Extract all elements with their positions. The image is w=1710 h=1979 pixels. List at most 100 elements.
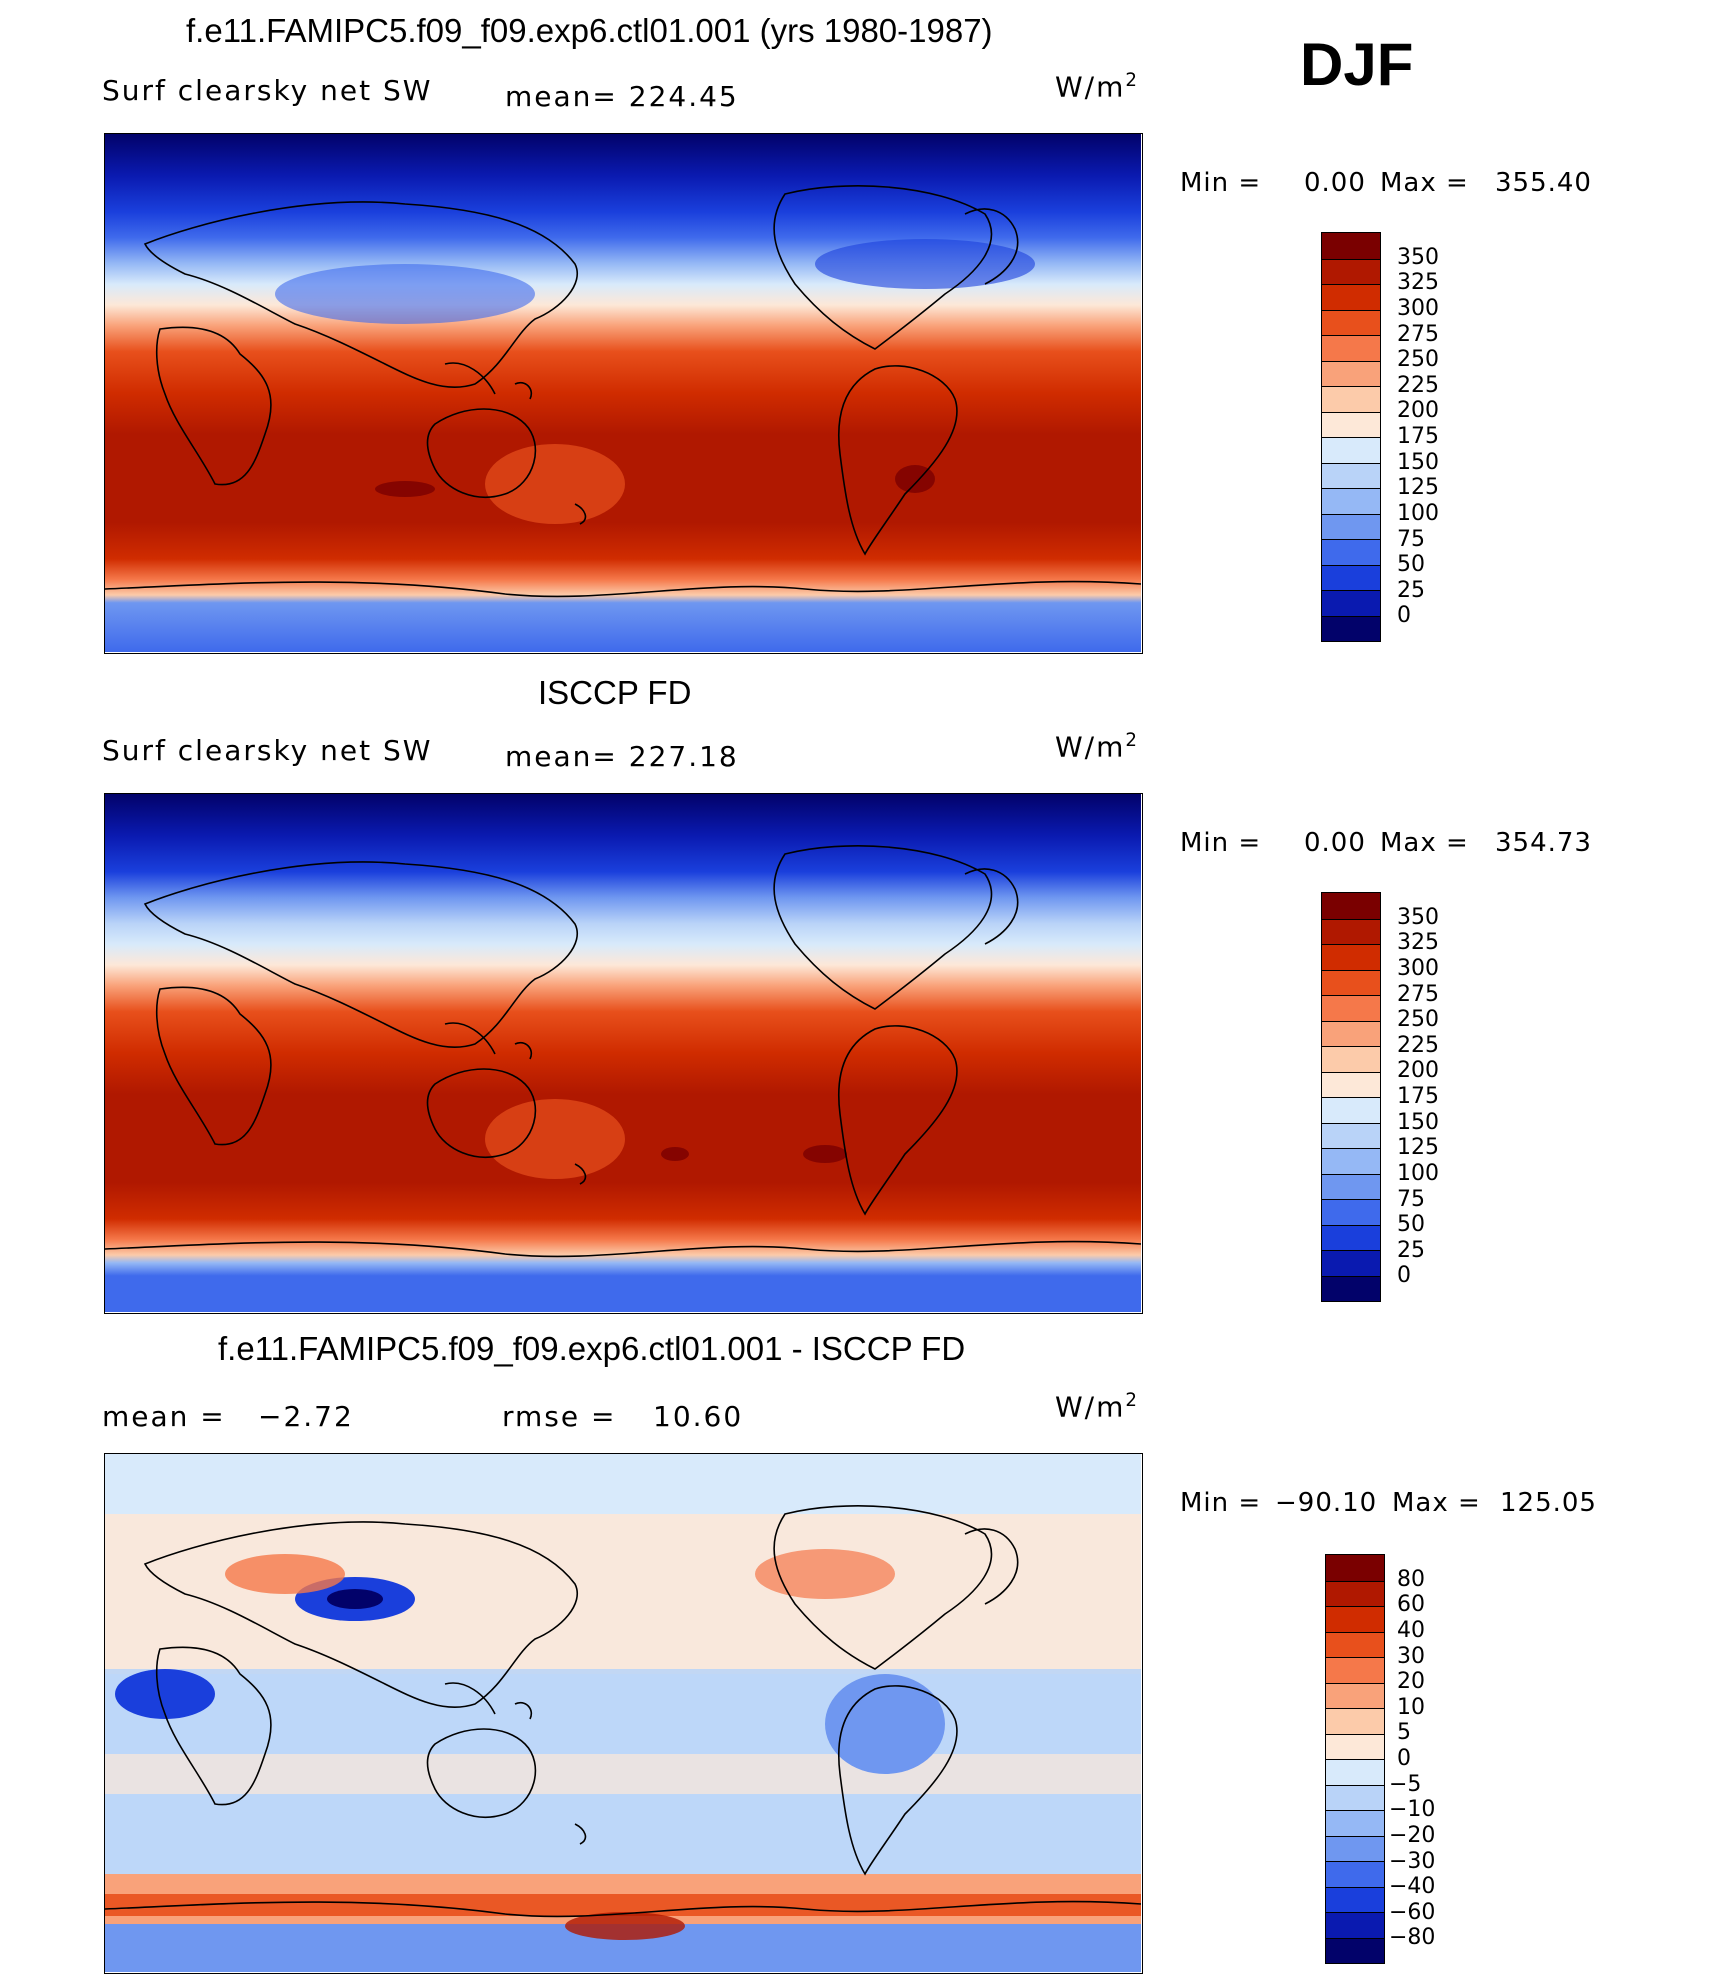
- colorbar-tick-label: 75: [1397, 526, 1425, 552]
- panel2-max-label: Max =: [1380, 828, 1469, 858]
- colorbar-segment: [1322, 1071, 1380, 1097]
- colorbar-segment: [1326, 1682, 1384, 1708]
- colorbar-tick-label: 0: [1397, 603, 1411, 629]
- panel1-min-label: Min =: [1180, 168, 1262, 198]
- colorbar-tick-label: 325: [1397, 930, 1439, 956]
- panel3-colorbar-ticks: 80 60 40 30 20 10 5 0 −5 −10 −20 −30 −40 −60 −80: [1389, 1554, 1477, 1964]
- colorbar-segment: [1322, 258, 1380, 284]
- colorbar-tick-label: 40: [1397, 1617, 1425, 1643]
- panel3-rmse-label: rmse =: [502, 1400, 617, 1433]
- colorbar-segment: [1322, 437, 1380, 463]
- colorbar-segment: [1322, 411, 1380, 437]
- colorbar-segment: [1322, 309, 1380, 335]
- colorbar-segment: [1322, 1250, 1380, 1276]
- panel2-variable: Surf clearsky net SW: [102, 734, 433, 767]
- colorbar-tick-label: 300: [1397, 955, 1439, 981]
- colorbar-tick-label: −5: [1389, 1771, 1422, 1797]
- colorbar-tick-label: 125: [1397, 1135, 1439, 1161]
- colorbar-tick-label: 20: [1397, 1669, 1425, 1695]
- panel2-map: [104, 793, 1143, 1314]
- colorbar-segment: [1326, 1810, 1384, 1836]
- panel3-colorbar: [1325, 1554, 1385, 1964]
- panel3-mean-value: −2.72: [258, 1400, 354, 1433]
- colorbar-segment: [1326, 1606, 1384, 1632]
- colorbar-tick-label: 25: [1397, 1237, 1425, 1263]
- colorbar-segment: [1322, 995, 1380, 1021]
- panel1-colorbar-ticks: 350 325 300 275 250 225 200 175 150 125 100 75 50 25 0: [1397, 232, 1477, 642]
- colorbar-segment: [1326, 1759, 1384, 1785]
- panel1-variable: Surf clearsky net SW: [102, 74, 433, 107]
- colorbar-tick-label: −80: [1389, 1925, 1436, 1951]
- panel2-colorbar-ticks: 350 325 300 275 250 225 200 175 150 125 100 75 50 25 0: [1397, 892, 1477, 1302]
- colorbar-tick-label: −10: [1389, 1797, 1436, 1823]
- colorbar-segment: [1322, 386, 1380, 412]
- colorbar-tick-label: 225: [1397, 372, 1439, 398]
- colorbar-segment: [1322, 1097, 1380, 1123]
- season-label: DJF: [1300, 31, 1414, 98]
- colorbar-tick-label: 200: [1397, 1058, 1439, 1084]
- colorbar-segment: [1326, 1733, 1384, 1759]
- colorbar-segment: [1326, 1708, 1384, 1734]
- panel1-max-value: 355.40: [1495, 168, 1592, 198]
- colorbar-segment: [1322, 513, 1380, 539]
- colorbar-segment: [1326, 1631, 1384, 1657]
- panel2-min-label: Min =: [1180, 828, 1262, 858]
- panel3-title: f.e11.FAMIPC5.f09_f09.exp6.ctl01.001 - I…: [218, 1330, 966, 1367]
- panel1-max-label: Max =: [1380, 168, 1469, 198]
- panel3-min-value: −90.10: [1275, 1488, 1378, 1518]
- colorbar-segment: [1322, 1046, 1380, 1072]
- colorbar-segment: [1322, 1173, 1380, 1199]
- colorbar-tick-label: 300: [1397, 295, 1439, 321]
- colorbar-segment: [1322, 944, 1380, 970]
- colorbar-segment: [1326, 1886, 1384, 1912]
- colorbar-segment: [1326, 1580, 1384, 1606]
- panel3-max-label: Max =: [1392, 1488, 1481, 1518]
- panel2-mean: mean= 227.18: [505, 740, 739, 773]
- panel1-colorbar: [1321, 232, 1381, 642]
- colorbar-tick-label: 350: [1397, 904, 1439, 930]
- colorbar-segment: [1326, 1555, 1384, 1581]
- colorbar-tick-label: 80: [1397, 1566, 1425, 1592]
- colorbar-segment: [1322, 590, 1380, 616]
- colorbar-tick-label: −60: [1389, 1899, 1436, 1925]
- colorbar-tick-label: 325: [1397, 270, 1439, 296]
- panel1-units: W/m2: [1055, 70, 1139, 104]
- colorbar-tick-label: 175: [1397, 1084, 1439, 1109]
- panel2-field: [105, 794, 1141, 1312]
- panel3-field: [105, 1454, 1141, 1972]
- panel3-max-value: 125.05: [1500, 1488, 1597, 1518]
- panel3-min-label: Min =: [1180, 1488, 1262, 1518]
- colorbar-tick-label: 50: [1397, 552, 1425, 578]
- colorbar-segment: [1322, 1275, 1380, 1301]
- colorbar-tick-label: 200: [1397, 398, 1439, 424]
- colorbar-tick-label: 350: [1397, 244, 1439, 270]
- panel3-units: W/m2: [1055, 1390, 1139, 1424]
- panel2-units: W/m2: [1055, 730, 1139, 764]
- panel1-map: [104, 133, 1143, 654]
- colorbar-segment: [1322, 539, 1380, 565]
- colorbar-segment: [1322, 1224, 1380, 1250]
- colorbar-tick-label: 150: [1397, 1109, 1439, 1135]
- panel1-field: [105, 134, 1141, 652]
- colorbar-tick-label: 60: [1397, 1592, 1425, 1618]
- colorbar-tick-label: 100: [1397, 1160, 1439, 1186]
- colorbar-tick-label: 5: [1397, 1720, 1411, 1746]
- colorbar-segment: [1326, 1784, 1384, 1810]
- colorbar-tick-label: 125: [1397, 475, 1439, 501]
- colorbar-tick-label: 10: [1397, 1694, 1425, 1720]
- colorbar-tick-label: 275: [1397, 981, 1439, 1007]
- colorbar-tick-label: 250: [1397, 1007, 1439, 1033]
- panel2-min-value: 0.00: [1304, 828, 1366, 858]
- panel2-colorbar: [1321, 892, 1381, 1302]
- colorbar-tick-label: −20: [1389, 1822, 1436, 1848]
- colorbar-segment: [1322, 969, 1380, 995]
- colorbar-segment: [1322, 1199, 1380, 1225]
- panel1-min-value: 0.00: [1304, 168, 1366, 198]
- panel1-title: f.e11.FAMIPC5.f09_f09.exp6.ctl01.001 (yr…: [186, 12, 993, 49]
- colorbar-segment: [1322, 1020, 1380, 1046]
- colorbar-segment: [1322, 1148, 1380, 1174]
- colorbar-segment: [1322, 893, 1380, 919]
- colorbar-segment: [1322, 462, 1380, 488]
- colorbar-tick-label: 75: [1397, 1186, 1425, 1212]
- colorbar-segment: [1322, 1122, 1380, 1148]
